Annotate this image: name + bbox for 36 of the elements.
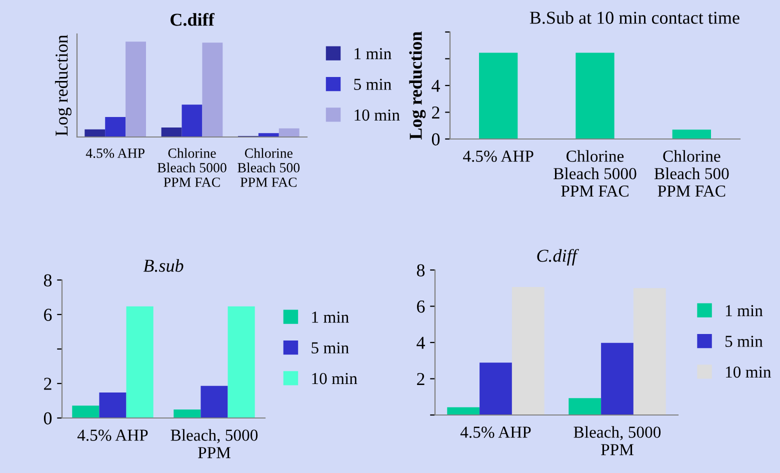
y-tick-label: 6	[417, 300, 425, 313]
legend-label: 5 min	[312, 342, 349, 354]
x-tick-label: Chlorine Bleach 5000 PPM FAC	[157, 148, 226, 187]
y-tick-label: 0	[44, 412, 52, 424]
y-axis-title: Log reduction	[55, 34, 72, 136]
y-tick-label: 4	[416, 336, 425, 349]
x-tick-label: 4.5% AHP	[86, 148, 144, 158]
chart-title: B.Sub at 10 min contact time	[530, 11, 740, 24]
legend-label: 5 min	[354, 78, 392, 90]
y-axis-title: Log reduction	[409, 32, 426, 140]
x-tick-label: Chlorine Bleach 5000 PPM FAC	[554, 150, 636, 197]
y-tick-label: 6	[44, 308, 52, 321]
legend-label: 10 min	[312, 372, 358, 384]
y-tick-label: 4	[432, 80, 440, 92]
legend-label: 5 min	[725, 336, 763, 347]
x-tick-label: 4.5% AHP	[77, 430, 148, 441]
x-tick-label: Bleach, 5000 PPM	[170, 429, 258, 458]
x-tick-label: Bleach, 5000 PPM	[574, 426, 661, 456]
chart-title: C.diff	[170, 12, 214, 26]
y-tick-label: 8	[44, 274, 52, 286]
legend-label: 1 min	[312, 312, 349, 323]
x-tick-label: 4.5% AHP	[463, 150, 534, 162]
legend-label: 10 min	[726, 366, 772, 378]
chart-title: C.diff	[537, 248, 579, 266]
y-tick-label: 2	[417, 373, 424, 386]
y-tick-label: 2	[44, 378, 52, 390]
x-tick-label: 4.5% AHP	[460, 426, 531, 438]
y-tick-label: 8	[416, 264, 425, 276]
y-tick-label: 2	[432, 106, 440, 119]
legend-label: 10 min	[354, 109, 400, 121]
legend-label: 1 min	[354, 48, 392, 60]
x-tick-label: Chlorine Bleach 500 PPM FAC	[654, 150, 729, 197]
legend-label: 1 min	[726, 305, 763, 316]
y-tick-label: 0	[432, 133, 440, 146]
chart-title: B.sub	[143, 259, 184, 272]
x-tick-label: Chlorine Bleach 500 PPM FAC	[238, 148, 300, 187]
